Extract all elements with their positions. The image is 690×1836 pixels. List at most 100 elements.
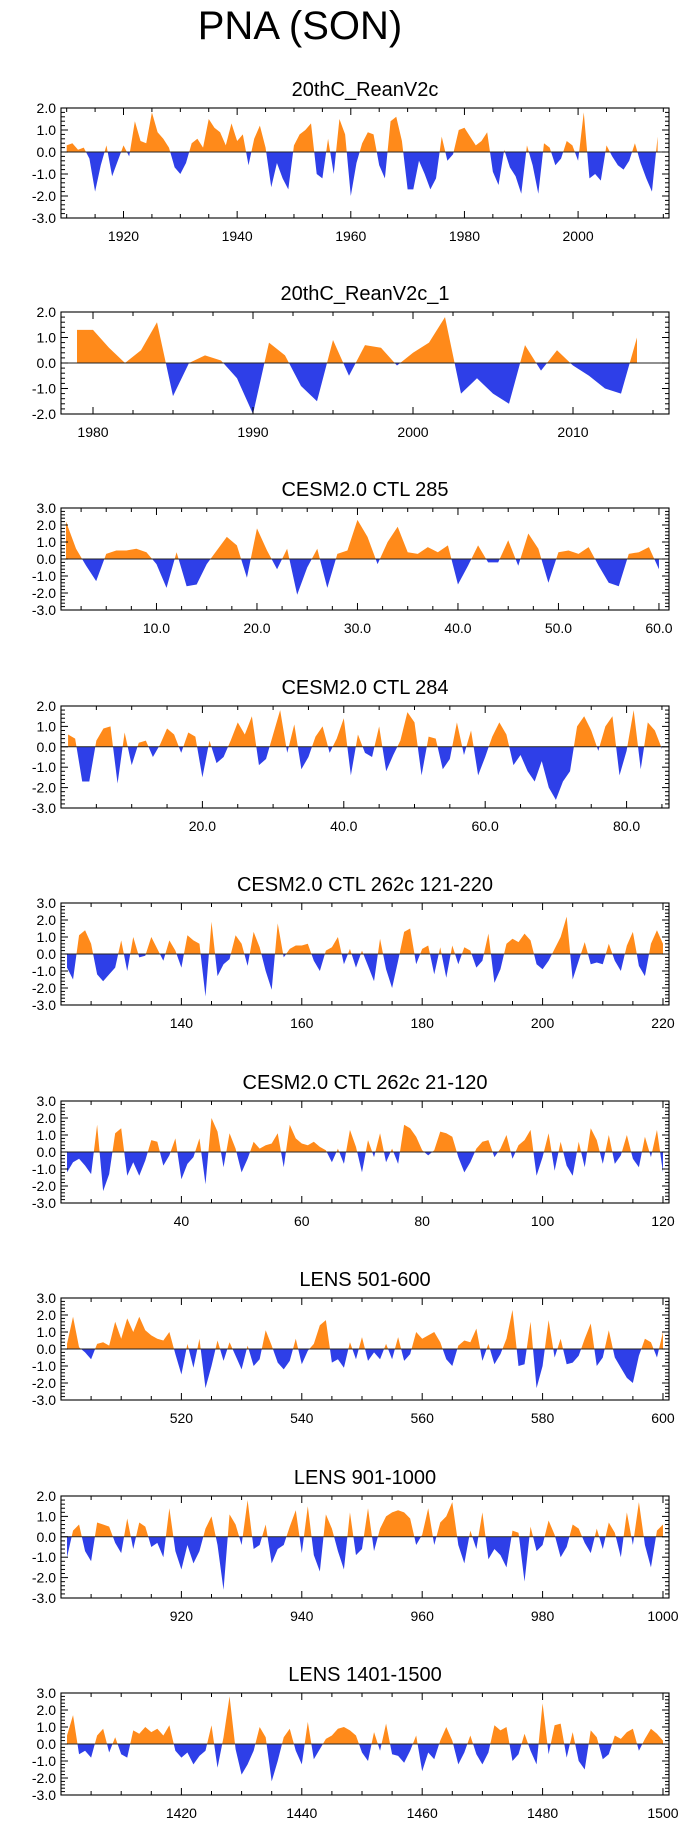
x-tick-label: 580 (531, 1410, 555, 1426)
chart-title: CESM2.0 CTL 262c 121-220 (237, 874, 493, 896)
y-tick-label: -1.0 (32, 1549, 56, 1565)
chart-title: CESM2.0 CTL 262c 21-120 (243, 1072, 488, 1094)
x-tick-label: 60 (294, 1213, 310, 1229)
y-tick-label: -3.0 (32, 997, 56, 1013)
x-tick-label: 940 (290, 1608, 314, 1624)
y-tick-label: -1.0 (32, 963, 56, 979)
x-tick-label: 1440 (286, 1805, 317, 1821)
y-tick-label: -2.0 (32, 1570, 56, 1586)
negative-anomaly-area (165, 363, 630, 414)
positive-anomaly-area (67, 1309, 663, 1349)
chart-panel-9: LENS 1401-1500 -3.0-2.0-1.00.01.02.03.0 14… (32, 1664, 679, 1821)
chart-panel-1: 20thC_ReanV2c -3.0 -2.0 -1.0 0.0 1.0 2.0 1920 19… (32, 79, 670, 244)
negative-anomaly-area (67, 1536, 656, 1590)
x-tick-label: 60.0 (472, 818, 499, 834)
x-tick-label: 40.0 (444, 620, 471, 636)
x-tick-label: 60.0 (645, 620, 672, 636)
chart-title: LENS 901-1000 (294, 1467, 436, 1489)
x-tick-label: 520 (170, 1410, 194, 1426)
y-tick-label: -3.0 (32, 1195, 56, 1211)
chart-title: LENS 1401-1500 (288, 1664, 441, 1686)
y-tick-label: 2.0 (37, 1702, 57, 1718)
y-tick-label: -2.0 (32, 188, 56, 204)
y-tick-label: -2.0 (32, 585, 56, 601)
y-tick-label: 2.0 (37, 698, 57, 714)
y-tick-label: 3.0 (37, 895, 57, 911)
x-tick-label: 10.0 (143, 620, 170, 636)
chart-title: LENS 501-600 (299, 1269, 430, 1291)
y-tick-label: 1.0 (37, 122, 57, 138)
y-tick-label: 0.0 (37, 551, 57, 567)
positive-anomaly-area (71, 1500, 663, 1537)
x-tick-label: 40 (174, 1213, 190, 1229)
y-tick-label: -2.0 (32, 1375, 56, 1391)
y-tick-label: 3.0 (37, 1290, 57, 1306)
y-tick-label: 1.0 (37, 1127, 57, 1143)
positive-anomaly-area (77, 317, 637, 363)
positive-anomaly-area (66, 519, 655, 559)
y-tick-label: 1.0 (37, 1324, 57, 1340)
y-tick-label: -1.0 (32, 1358, 56, 1374)
x-tick-label: 40.0 (330, 818, 357, 834)
x-tick-label: 2000 (563, 228, 594, 244)
y-tick-label: 0.0 (37, 355, 57, 371)
x-tick-label: 540 (290, 1410, 314, 1426)
y-tick-label: -1.0 (32, 759, 56, 775)
negative-anomaly-area (76, 746, 662, 800)
negative-anomaly-area (67, 954, 650, 997)
x-tick-label: 960 (411, 1608, 435, 1624)
y-tick-label: 0.0 (37, 1341, 57, 1357)
x-tick-label: 1000 (647, 1608, 678, 1624)
x-tick-label: 20.0 (189, 818, 216, 834)
y-tick-label: -1.0 (32, 166, 56, 182)
positive-anomaly-area (67, 1696, 663, 1744)
x-tick-label: 120 (651, 1213, 675, 1229)
y-tick-label: 1.0 (37, 1719, 57, 1735)
y-tick-label: 2.0 (37, 912, 57, 928)
x-tick-label: 160 (290, 1015, 314, 1031)
y-tick-label: -3.0 (32, 210, 56, 226)
x-tick-label: 560 (411, 1410, 435, 1426)
y-tick-label: -2.0 (32, 1770, 56, 1786)
positive-anomaly-area (76, 916, 663, 954)
y-tick-label: -1.0 (32, 568, 56, 584)
y-tick-label: 0.0 (37, 144, 57, 160)
y-tick-label: -3.0 (32, 800, 56, 816)
y-tick-label: -2.0 (32, 1178, 56, 1194)
x-tick-label: 1480 (527, 1805, 558, 1821)
y-tick-label: 3.0 (37, 1685, 57, 1701)
y-tick-label: -3.0 (32, 1787, 56, 1803)
x-tick-label: 1980 (77, 424, 108, 440)
y-tick-label: -3.0 (32, 1392, 56, 1408)
chart-panel-6: CESM2.0 CTL 262c 21-120 -3.0-2.0-1.00.01.… (32, 1072, 675, 1229)
x-tick-label: 980 (531, 1608, 555, 1624)
x-tick-label: 600 (651, 1410, 675, 1426)
x-tick-label: 30.0 (344, 620, 371, 636)
x-tick-label: 80.0 (613, 818, 640, 834)
x-tick-label: 1420 (166, 1805, 197, 1821)
negative-anomaly-area (86, 152, 657, 196)
y-tick-label: 2.0 (37, 304, 57, 320)
y-tick-label: 1.0 (37, 1508, 57, 1524)
y-tick-label: 2.0 (37, 100, 57, 116)
x-tick-label: 20.0 (243, 620, 270, 636)
positive-anomaly-area (68, 710, 662, 747)
y-tick-label: -2.0 (32, 406, 56, 422)
y-tick-label: 0.0 (37, 1736, 57, 1752)
x-tick-label: 1980 (449, 228, 480, 244)
x-tick-label: 140 (170, 1015, 194, 1031)
y-tick-label: 1.0 (37, 534, 57, 550)
plot-frame (60, 705, 670, 809)
positive-anomaly-area (66, 112, 658, 152)
x-tick-label: 200 (531, 1015, 555, 1031)
x-tick-label: 1460 (407, 1805, 438, 1821)
x-tick-label: 1500 (647, 1805, 678, 1821)
y-tick-label: -1.0 (32, 381, 56, 397)
chart-panel-5: CESM2.0 CTL 262c 121-220-3.0-2.0-1.00.01… (32, 874, 675, 1031)
negative-anomaly-area (67, 1152, 663, 1192)
chart-panel-8: LENS 901-1000 -3.0 -2.0 -1.0 0.0 1.0 2.0 920 940… (32, 1467, 679, 1624)
x-tick-label: 1940 (222, 228, 253, 244)
y-tick-label: -3.0 (32, 1590, 56, 1606)
x-tick-label: 1960 (335, 228, 366, 244)
